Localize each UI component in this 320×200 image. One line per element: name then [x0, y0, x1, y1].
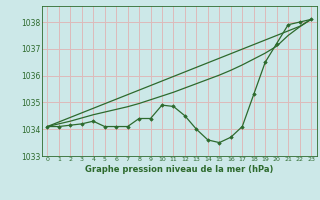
X-axis label: Graphe pression niveau de la mer (hPa): Graphe pression niveau de la mer (hPa)	[85, 165, 273, 174]
